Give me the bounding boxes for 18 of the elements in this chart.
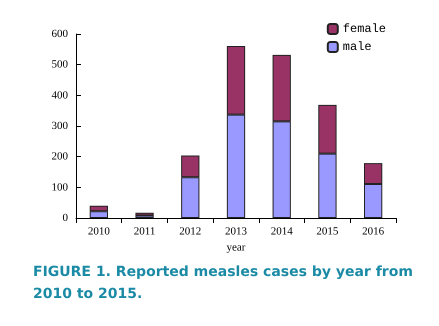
y-tick-label: 500 xyxy=(52,58,68,71)
y-tick-label: 200 xyxy=(52,150,68,163)
y-tick-label: 600 xyxy=(52,28,68,40)
legend-label: female xyxy=(342,22,386,36)
y-tick-label: 100 xyxy=(52,181,68,194)
x-tick-label: 2013 xyxy=(225,226,248,238)
x-tick-label: 2015 xyxy=(316,226,339,238)
x-tick-label: 2014 xyxy=(270,226,294,238)
y-tick-label: 0 xyxy=(62,212,68,224)
x-axis-title: year xyxy=(226,241,246,254)
legend-label: male xyxy=(342,40,372,54)
x-tick-label: 2010 xyxy=(88,226,110,238)
x-tick-label: 2016 xyxy=(362,226,385,238)
y-tick-label: 400 xyxy=(52,89,68,102)
x-tick-label: 2012 xyxy=(179,226,202,238)
x-tick-label: 2011 xyxy=(134,226,156,238)
text: FIGURE 1. Reported measles cases by year from 2010 to 2015. xyxy=(33,264,418,302)
y-tick-label: 300 xyxy=(52,120,68,132)
